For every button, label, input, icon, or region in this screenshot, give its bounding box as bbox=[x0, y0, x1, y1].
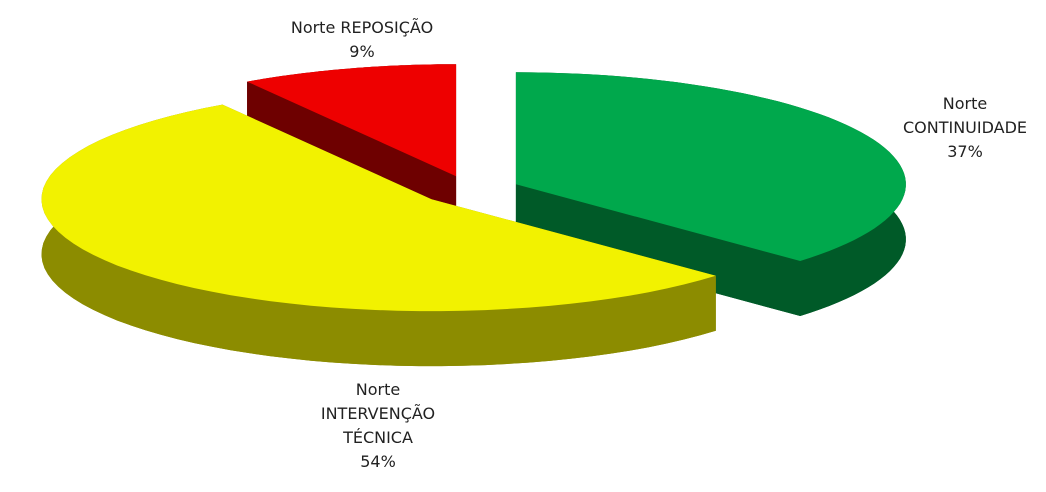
category-label: Norte REPOSIÇÃO bbox=[290, 18, 434, 37]
slice-label: Norte INTERVENÇÃO TÉCNICA 54% bbox=[303, 378, 453, 474]
slice-wall bbox=[515, 184, 801, 316]
value-label: 54% bbox=[360, 452, 396, 471]
pie-slice bbox=[515, 72, 906, 316]
value-label: 9% bbox=[349, 42, 375, 61]
pie-slice bbox=[41, 104, 716, 367]
slice-side bbox=[41, 104, 716, 367]
slice-label: Norte REPOSIÇÃO 9% bbox=[257, 16, 467, 64]
category-label: Norte INTERVENÇÃO TÉCNICA bbox=[320, 380, 436, 447]
slice-top bbox=[41, 104, 716, 312]
slice-top bbox=[515, 72, 906, 261]
value-label: 37% bbox=[947, 142, 983, 161]
slice-top bbox=[247, 64, 457, 177]
slice-label: Norte CONTINUIDADE 37% bbox=[890, 92, 1040, 164]
category-label: Norte CONTINUIDADE bbox=[902, 94, 1028, 137]
